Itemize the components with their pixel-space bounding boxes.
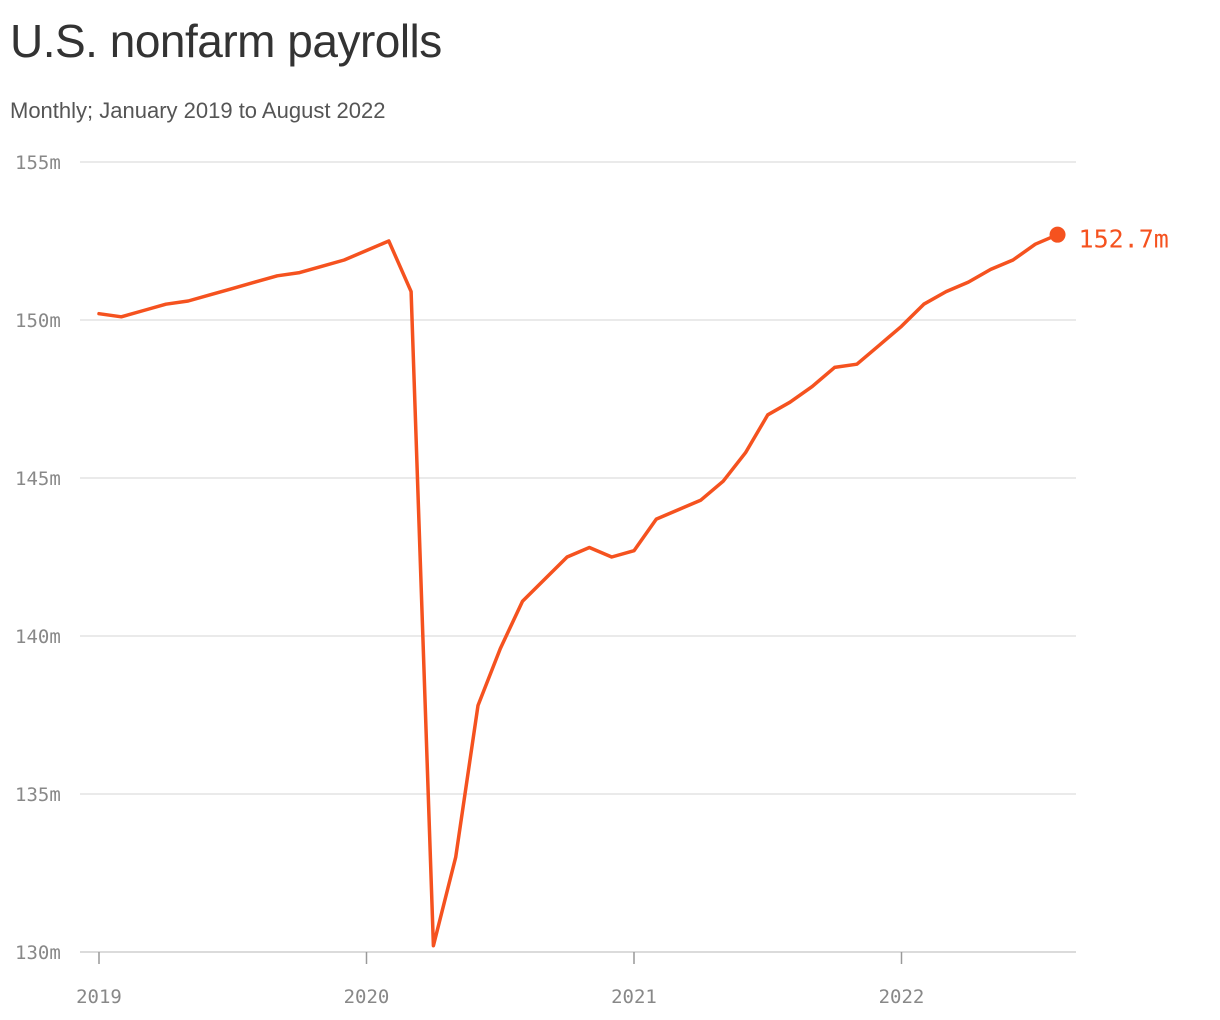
series-layer: 152.7m: [97, 225, 1169, 948]
y-tick-label-155: 155m: [15, 152, 61, 174]
y-tick-label-135: 135m: [15, 784, 61, 806]
y-tick-label-145: 145m: [15, 468, 61, 490]
end-point-marker: [1049, 226, 1066, 243]
y-axis-labels: 130m 135m 140m 145m 150m 155m: [15, 152, 61, 964]
x-tick-label-2020: 2020: [344, 986, 390, 1008]
chart-subtitle: Monthly; January 2019 to August 2022: [10, 98, 386, 123]
payrolls-line: [97, 232, 1060, 948]
x-axis: 2019 2020 2021 2022: [76, 952, 924, 1008]
x-tick-label-2022: 2022: [879, 986, 925, 1008]
x-tick-label-2019: 2019: [76, 986, 122, 1008]
gridlines: [80, 161, 1076, 953]
y-tick-label-150: 150m: [15, 310, 61, 332]
chart-title: U.S. nonfarm payrolls: [10, 15, 442, 67]
y-tick-label-130: 130m: [15, 942, 61, 964]
x-tick-label-2021: 2021: [611, 986, 657, 1008]
end-value-label: 152.7m: [1079, 225, 1169, 254]
y-tick-label-140: 140m: [15, 626, 61, 648]
